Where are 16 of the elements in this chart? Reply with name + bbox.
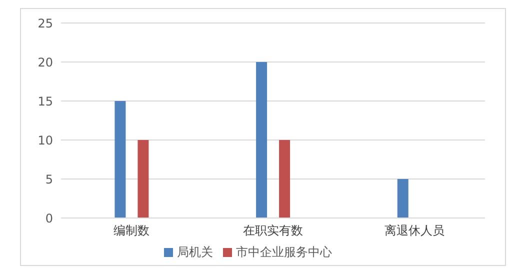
y-tick-label: 20 <box>38 55 53 70</box>
bar <box>279 140 290 218</box>
x-tick-label: 离退休人员 <box>384 224 444 238</box>
y-tick-label: 25 <box>38 16 53 30</box>
bar <box>397 179 408 218</box>
x-tick-label: 编制数 <box>114 224 150 238</box>
bar <box>138 140 149 218</box>
y-tick-label: 5 <box>45 172 53 186</box>
y-tick-label: 10 <box>38 133 53 148</box>
legend-label: 局机关 <box>177 245 213 259</box>
bar <box>256 62 268 218</box>
x-tick-label: 在职实有数 <box>243 224 303 238</box>
legend-label: 市中企业服务中心 <box>236 245 332 259</box>
y-tick-label: 0 <box>45 211 53 226</box>
bar <box>114 101 126 218</box>
y-tick-label: 15 <box>38 94 53 108</box>
